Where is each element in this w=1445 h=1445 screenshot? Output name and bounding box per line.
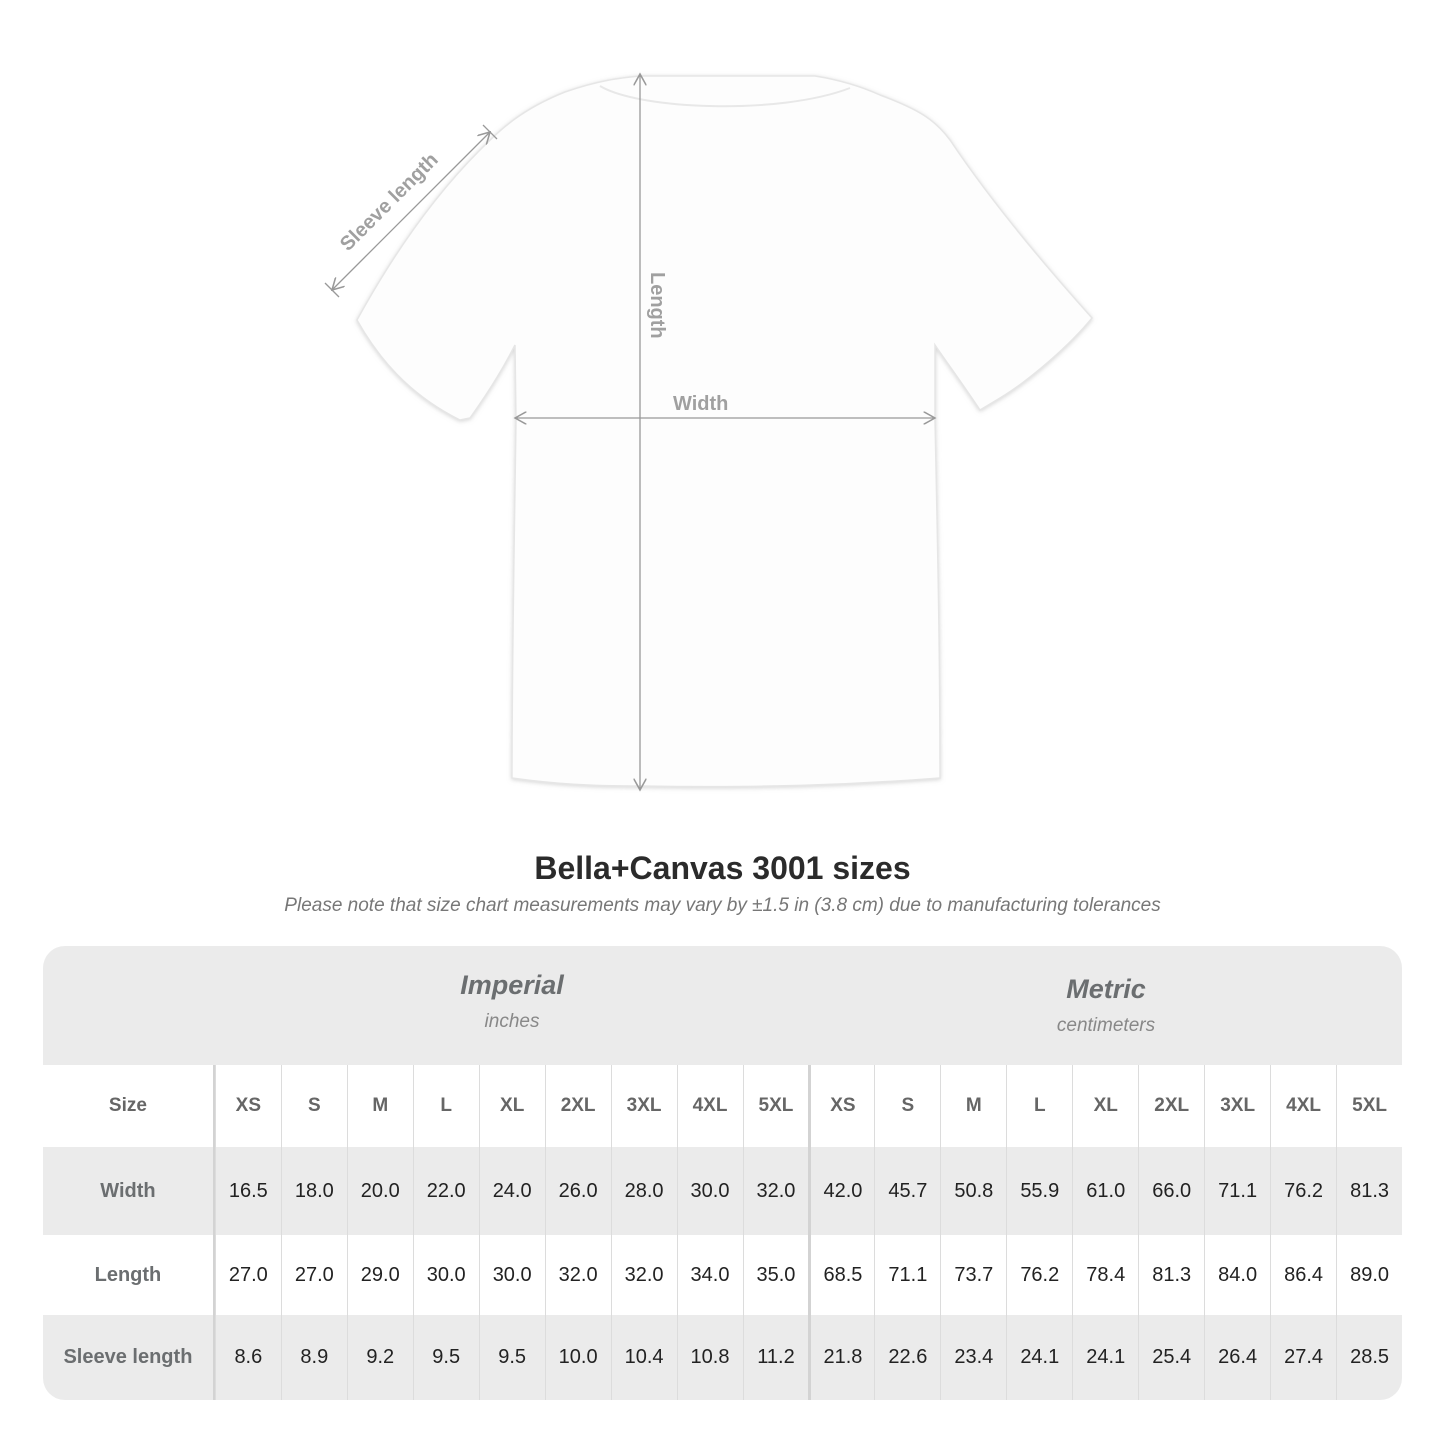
row-label: Length bbox=[43, 1235, 215, 1315]
imperial-group: Imperial inches bbox=[215, 970, 809, 1033]
metric-group: Metric centimeters bbox=[809, 974, 1402, 1037]
length-label: Length bbox=[646, 272, 668, 339]
table-cell: 29.0 bbox=[346, 1235, 413, 1315]
table-cell: 10.0 bbox=[544, 1315, 611, 1400]
width-label: Width bbox=[673, 393, 728, 415]
table-cell: 27.0 bbox=[214, 1235, 281, 1315]
table-cell: 61.0 bbox=[1072, 1147, 1138, 1235]
table-cell: 71.1 bbox=[874, 1235, 940, 1315]
table-cell: 9.2 bbox=[346, 1315, 413, 1400]
table-cell: 30.0 bbox=[478, 1235, 545, 1315]
size-header: M bbox=[940, 1065, 1006, 1147]
row-label: Sleeve length bbox=[43, 1315, 215, 1400]
table-header: Imperial inches Metric centimeters bbox=[43, 946, 1402, 1065]
sleeve-length-arrow bbox=[332, 132, 490, 290]
size-header: S bbox=[280, 1065, 347, 1147]
tolerance-note: Please note that size chart measurements… bbox=[284, 895, 1161, 916]
table-cell: 24.1 bbox=[1072, 1315, 1138, 1400]
table-cell: 26.0 bbox=[544, 1147, 611, 1235]
size-header: 5XL bbox=[742, 1065, 809, 1147]
table-cell: 30.0 bbox=[676, 1147, 743, 1235]
table-cell: 22.6 bbox=[874, 1315, 940, 1400]
size-table: Imperial inches Metric centimeters Size X… bbox=[43, 946, 1402, 1400]
table-cell: 89.0 bbox=[1336, 1235, 1402, 1315]
size-header: M bbox=[346, 1065, 413, 1147]
table-cell: 21.8 bbox=[808, 1315, 874, 1400]
size-header: 4XL bbox=[676, 1065, 743, 1147]
table-row: Sleeve length 8.6 8.9 9.2 9.5 9.5 10.0 10.4 10.8… bbox=[43, 1315, 1402, 1400]
size-header: L bbox=[1006, 1065, 1072, 1147]
table-cell: 20.0 bbox=[346, 1147, 413, 1235]
table-cell: 8.9 bbox=[280, 1315, 347, 1400]
table-cell: 16.5 bbox=[214, 1147, 281, 1235]
table-cell: 73.7 bbox=[940, 1235, 1006, 1315]
table-cell: 55.9 bbox=[1006, 1147, 1072, 1235]
size-header: S bbox=[874, 1065, 940, 1147]
table-row: Length 27.0 27.0 29.0 30.0 30.0 32.0 32.0 34.0 35… bbox=[43, 1235, 1402, 1315]
size-header: 3XL bbox=[1204, 1065, 1270, 1147]
table-cell: 32.0 bbox=[544, 1235, 611, 1315]
table-cell: 24.0 bbox=[478, 1147, 545, 1235]
size-header: XL bbox=[1072, 1065, 1138, 1147]
table-cell: 8.6 bbox=[214, 1315, 281, 1400]
size-header: XS bbox=[214, 1065, 281, 1147]
table-cell: 9.5 bbox=[412, 1315, 479, 1400]
table-cell: 10.8 bbox=[676, 1315, 743, 1400]
size-header: 3XL bbox=[610, 1065, 677, 1147]
table-cell: 42.0 bbox=[808, 1147, 874, 1235]
table-cell: 66.0 bbox=[1138, 1147, 1204, 1235]
imperial-title: Imperial bbox=[460, 970, 564, 1000]
table-cell: 23.4 bbox=[940, 1315, 1006, 1400]
table-cell: 34.0 bbox=[676, 1235, 743, 1315]
table-cell: 24.1 bbox=[1006, 1315, 1072, 1400]
page-title: Bella+Canvas 3001 sizes bbox=[534, 850, 911, 886]
table-cell: 10.4 bbox=[610, 1315, 677, 1400]
table-cell: 9.5 bbox=[478, 1315, 545, 1400]
table-cell: 22.0 bbox=[412, 1147, 479, 1235]
size-row: Size XS S M L XL 2XL 3XL 4XL 5XL XS S M L XL 2XL 3XL 4XL 5… bbox=[43, 1065, 1402, 1147]
table-row: Width 16.5 18.0 20.0 22.0 24.0 26.0 28.0 30.0 32.… bbox=[43, 1147, 1402, 1235]
size-label: Size bbox=[43, 1065, 215, 1147]
table-cell: 35.0 bbox=[742, 1235, 809, 1315]
size-header: 4XL bbox=[1270, 1065, 1336, 1147]
table-cell: 76.2 bbox=[1006, 1235, 1072, 1315]
table-cell: 84.0 bbox=[1204, 1235, 1270, 1315]
table-cell: 81.3 bbox=[1138, 1235, 1204, 1315]
table-cell: 50.8 bbox=[940, 1147, 1006, 1235]
tshirt-diagram: Sleeve length Length Width bbox=[324, 0, 1093, 800]
size-header: 2XL bbox=[544, 1065, 611, 1147]
table-cell: 32.0 bbox=[742, 1147, 809, 1235]
table-cell: 27.0 bbox=[280, 1235, 347, 1315]
table-cell: 18.0 bbox=[280, 1147, 347, 1235]
table-cell: 81.3 bbox=[1336, 1147, 1402, 1235]
table-cell: 30.0 bbox=[412, 1235, 479, 1315]
tshirt-shape bbox=[356, 75, 1093, 788]
table-cell: 32.0 bbox=[610, 1235, 677, 1315]
table-cell: 27.4 bbox=[1270, 1315, 1336, 1400]
imperial-unit: inches bbox=[484, 1011, 540, 1032]
metric-title: Metric bbox=[1066, 974, 1146, 1004]
table-cell: 71.1 bbox=[1204, 1147, 1270, 1235]
table-cell: 28.0 bbox=[610, 1147, 677, 1235]
table-cell: 26.4 bbox=[1204, 1315, 1270, 1400]
row-label: Width bbox=[43, 1147, 215, 1235]
size-header: XS bbox=[808, 1065, 874, 1147]
size-header: 2XL bbox=[1138, 1065, 1204, 1147]
table-cell: 45.7 bbox=[874, 1147, 940, 1235]
size-header: 5XL bbox=[1336, 1065, 1402, 1147]
table-cell: 11.2 bbox=[742, 1315, 809, 1400]
table-cell: 68.5 bbox=[808, 1235, 874, 1315]
metric-unit: centimeters bbox=[1056, 1015, 1156, 1036]
table-cell: 78.4 bbox=[1072, 1235, 1138, 1315]
table-cell: 76.2 bbox=[1270, 1147, 1336, 1235]
size-header: L bbox=[412, 1065, 479, 1147]
table-cell: 86.4 bbox=[1270, 1235, 1336, 1315]
table-cell: 25.4 bbox=[1138, 1315, 1204, 1400]
size-header: XL bbox=[478, 1065, 545, 1147]
table-cell: 28.5 bbox=[1336, 1315, 1402, 1400]
